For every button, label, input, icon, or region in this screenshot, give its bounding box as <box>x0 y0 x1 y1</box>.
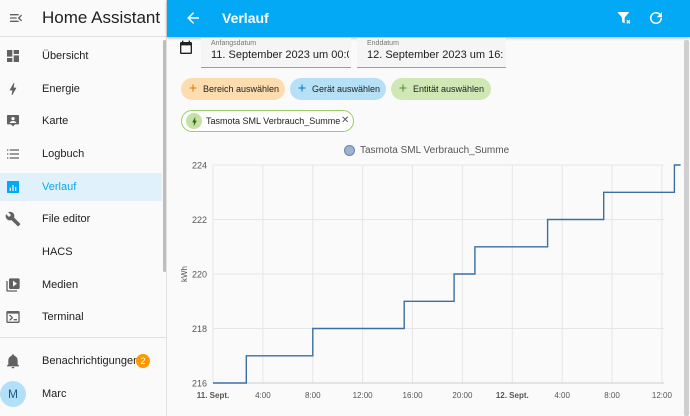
legend-label: Tasmota SML Verbrauch_Summe <box>360 144 510 156</box>
sidebar-item-label: Karte <box>42 115 69 127</box>
y-axis-label: kWh <box>180 266 189 282</box>
x-tick-label: 11. Sept. <box>197 391 229 400</box>
sidebar-item-label: Medien <box>42 279 79 291</box>
x-tick-label: 20:00 <box>452 391 473 400</box>
plus-icon <box>399 84 407 92</box>
sidebar: Home Assistant Übersicht Energie Karte L… <box>0 0 167 416</box>
plus-icon <box>189 84 197 92</box>
plus-icon <box>298 84 306 92</box>
choose-device-button[interactable]: Gerät auswählen <box>290 78 386 100</box>
choose-device-label: Gerät auswählen <box>312 84 381 94</box>
map-icon <box>4 112 22 130</box>
x-tick-label: 12:00 <box>353 391 374 400</box>
sidebar-item-hacs[interactable]: HACS <box>0 238 162 266</box>
media-icon <box>4 276 22 294</box>
sidebar-header: Home Assistant <box>0 0 166 37</box>
x-tick-label: 12:00 <box>652 391 673 400</box>
history-chart[interactable]: 216 218 220 222 224 11. Sept. 4:00 8:00 12:00 16:… <box>167 140 684 416</box>
wrench-icon <box>4 210 22 228</box>
choose-entity-button[interactable]: Entität auswählen <box>391 78 491 100</box>
start-date-field[interactable]: Anfangsdatum 11. September 2023 um 00:00 <box>201 38 351 68</box>
sidebar-scrollbar[interactable] <box>163 40 166 272</box>
start-date-value: 11. September 2023 um 00:00 <box>211 49 349 61</box>
y-tick-label: 216 <box>192 379 207 389</box>
sidebar-item-karte[interactable]: Karte <box>0 107 162 135</box>
sidebar-item-terminal[interactable]: Terminal <box>0 303 162 331</box>
sidebar-item-medien[interactable]: Medien <box>0 271 162 299</box>
sidebar-item-label: HACS <box>42 246 73 258</box>
sidebar-divider <box>0 337 167 338</box>
sidebar-item-uebersicht[interactable]: Übersicht <box>0 42 162 70</box>
app-title: Home Assistant <box>42 8 161 27</box>
end-date-field[interactable]: Enddatum 12. September 2023 um 16:00 <box>357 38 506 68</box>
chart-icon <box>4 178 22 196</box>
list-icon <box>4 145 22 163</box>
sidebar-item-label: Energie <box>42 83 80 95</box>
sidebar-item-label: Terminal <box>42 311 84 323</box>
x-tick-label: 4:00 <box>554 391 570 400</box>
notifications-label: Benachrichtigungen <box>42 355 140 367</box>
calendar-icon[interactable] <box>178 40 194 56</box>
sidebar-item-user[interactable]: M Marc <box>0 380 162 408</box>
remove-entity-icon[interactable]: ✕ <box>341 115 350 126</box>
notification-count-badge: 2 <box>136 354 150 368</box>
sidebar-item-file-editor[interactable]: File editor <box>0 205 162 233</box>
x-tick-label: 8:00 <box>305 391 321 400</box>
y-tick-label: 222 <box>192 215 207 225</box>
x-tick-label: 16:00 <box>403 391 424 400</box>
top-app-bar: Verlauf <box>167 0 690 37</box>
sidebar-item-notifications[interactable]: Benachrichtigungen 2 <box>0 347 162 375</box>
choose-area-label: Bereich auswählen <box>203 84 280 94</box>
start-date-label: Anfangsdatum <box>211 40 257 47</box>
sidebar-item-logbuch[interactable]: Logbuch <box>0 140 162 168</box>
y-tick-label: 224 <box>192 161 207 171</box>
series-line <box>213 164 681 384</box>
x-tick-label: 8:00 <box>604 391 620 400</box>
end-date-value: 12. September 2023 um 16:00 <box>367 49 503 61</box>
sidebar-item-label: File editor <box>42 213 91 225</box>
sidebar-item-label: Logbuch <box>42 148 85 160</box>
lightning-icon <box>186 113 202 129</box>
collapse-menu-icon[interactable] <box>4 6 28 30</box>
selected-entity-chip[interactable]: Tasmota SML Verbrauch_Summe ✕ <box>181 110 354 132</box>
dashboard-icon <box>4 47 22 65</box>
terminal-icon <box>4 308 22 326</box>
user-name: Marc <box>42 388 67 400</box>
refresh-icon[interactable] <box>647 9 665 27</box>
end-date-label: Enddatum <box>367 40 399 47</box>
back-arrow-icon[interactable] <box>184 9 202 27</box>
x-tick-label: 4:00 <box>255 391 271 400</box>
page-scrollbar[interactable] <box>684 40 689 416</box>
bell-icon <box>4 352 22 370</box>
choose-entity-label: Entität auswählen <box>413 84 485 94</box>
filter-remove-icon[interactable] <box>616 10 632 26</box>
sidebar-item-energie[interactable]: Energie <box>0 75 162 103</box>
lightning-icon <box>4 80 22 98</box>
page-title: Verlauf <box>222 10 269 26</box>
choose-area-button[interactable]: Bereich auswählen <box>181 78 285 100</box>
chart-legend[interactable]: Tasmota SML Verbrauch_Summe <box>344 143 509 157</box>
sidebar-item-verlauf[interactable]: Verlauf <box>0 173 162 201</box>
sidebar-item-label: Verlauf <box>42 181 77 193</box>
sidebar-item-label: Übersicht <box>42 50 89 62</box>
selected-entity-name: Tasmota SML Verbrauch_Summe <box>206 116 341 126</box>
y-tick-label: 220 <box>192 270 207 280</box>
x-tick-label: 12. Sept. <box>496 391 529 400</box>
avatar: M <box>0 381 26 407</box>
legend-swatch <box>344 144 355 156</box>
y-tick-label: 218 <box>192 324 207 334</box>
